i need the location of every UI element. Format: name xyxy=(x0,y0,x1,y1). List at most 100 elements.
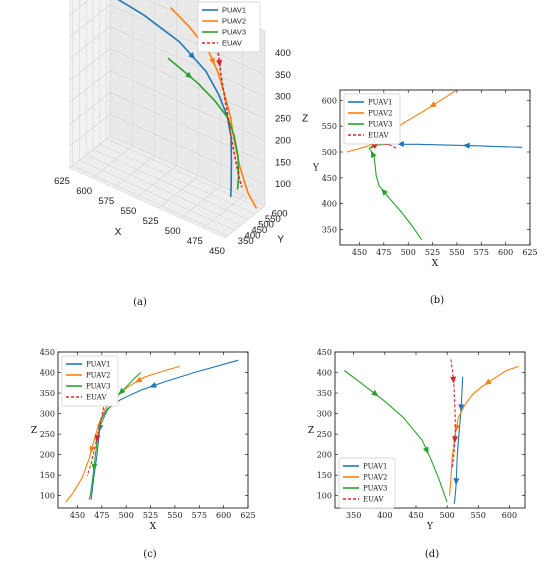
panel-b-ytick-label: 400 xyxy=(322,200,337,209)
panel-a-grid-x-floor xyxy=(114,155,155,189)
panel-d-ytick-label: 250 xyxy=(317,430,332,439)
panel-a-grid-x-floor xyxy=(69,135,111,169)
panel-c-arrow-puav1-1 xyxy=(149,382,157,388)
panel-d-ytick-label: 200 xyxy=(317,451,332,460)
panel-c-series-puav2 xyxy=(65,365,180,503)
panel-b-xlabel: X xyxy=(432,259,439,269)
panel-d-ylabel: Z xyxy=(308,426,314,436)
panel-b-xtick-label: 500 xyxy=(401,248,416,257)
panel-d-xlabel: Y xyxy=(426,522,434,532)
panel-c-xlabel: X xyxy=(150,522,157,532)
panel-a-ztick-label: 350 xyxy=(275,70,291,81)
panel-c-legend-label-puav1: PUAV1 xyxy=(86,361,111,369)
panel-b-legend-label-puav1: PUAV1 xyxy=(368,99,393,107)
panel-b-xtick-label: 575 xyxy=(474,248,489,257)
panel-c-xtick-label: 550 xyxy=(167,511,182,520)
panel-c-arrow-euav-2 xyxy=(94,434,101,443)
panel-a-ytick-label: 600 xyxy=(272,209,288,220)
panel-c-frame xyxy=(57,351,249,509)
panel-d-arrow-puav3-2 xyxy=(422,446,429,455)
panel-a-grid-y-floor xyxy=(72,165,228,237)
panel-d-xtick-label: 550 xyxy=(471,511,486,520)
panel-a-xtick-label: 625 xyxy=(54,176,70,187)
panel-a-grid-z-back xyxy=(69,0,90,16)
panel-b-arrow-puav3-1 xyxy=(381,188,389,196)
panel-b-legend-label-euav: EUAV xyxy=(368,132,390,140)
panel-d-legend-label-puav2: PUAV2 xyxy=(363,474,388,482)
panel-a-arrow-puav1 xyxy=(188,52,196,60)
panel-a-ztick-label: 300 xyxy=(275,92,291,103)
panel-a-xtick-label: 475 xyxy=(187,236,203,247)
panel-d-ytick-label: 450 xyxy=(317,348,332,357)
panel-d-series-puav3 xyxy=(343,370,448,502)
panel-a-ztick-label: 150 xyxy=(275,157,291,168)
panel-b-xtick-label: 600 xyxy=(498,248,513,257)
panel-a-arrow-puav2 xyxy=(209,57,215,66)
panel-a-grid-z-back xyxy=(69,92,111,125)
panel-a-grid-z-side xyxy=(109,26,266,97)
panel-c-ytick-label: 100 xyxy=(40,492,55,501)
panel-b-series-puav3 xyxy=(368,144,423,241)
panel-d-arrow-puav1-2 xyxy=(453,478,460,486)
panel-a-grid-x-floor xyxy=(136,165,177,199)
panel-a-grid-z-back xyxy=(69,4,111,37)
panel-d-arrow-euav-1 xyxy=(450,376,457,384)
panel-c-series-euav xyxy=(86,358,115,477)
panel-a-xtick-label: 575 xyxy=(98,196,114,207)
panel-d-ytick-label: 150 xyxy=(317,471,332,480)
panel-d-ytick-label: 300 xyxy=(317,410,332,419)
panel-c-ylabel: Z xyxy=(31,426,37,436)
panel-a-ztick-label: 200 xyxy=(275,135,291,146)
panel-b-frame xyxy=(339,89,531,246)
panel-a-ytick-label: 500 xyxy=(258,220,274,231)
panel-a-ytick-label: 350 xyxy=(238,236,254,247)
panel-c-arrow-puav2-1 xyxy=(134,376,143,383)
panel-d-arrow-puav1-1 xyxy=(458,404,465,412)
panel-b-legend-label-puav3: PUAV3 xyxy=(368,121,393,129)
panel-d-frame xyxy=(334,351,526,509)
panel-b-series-puav1 xyxy=(384,142,523,148)
panel-b-xtick-label: 450 xyxy=(352,248,367,257)
panel-c-ytick-label: 450 xyxy=(40,348,55,357)
panel-d-legend-label-puav3: PUAV3 xyxy=(363,485,388,493)
panel-c-series-puav3 xyxy=(88,372,142,500)
panel-a-grid-x-floor xyxy=(180,185,221,219)
panel-c-xtick-label: 600 xyxy=(216,511,231,520)
panel-c-ytick-label: 400 xyxy=(40,369,55,378)
panel-c-legend-label-euav: EUAV xyxy=(86,394,108,402)
panel-a-series-euav xyxy=(215,37,243,188)
panel-a-zlabel: Z xyxy=(302,114,308,125)
panel-b-ytick-label: 600 xyxy=(322,96,337,105)
panel-a-legend-label-puav2: PUAV2 xyxy=(222,17,246,26)
panel-a-legend-label-puav3: PUAV3 xyxy=(222,28,246,37)
panel-d-caption: (d) xyxy=(425,549,439,560)
panel-b-arrow-puav2-1 xyxy=(429,101,437,108)
panel-b-arrow-puav1-2 xyxy=(396,141,405,148)
panel-a-legend-box xyxy=(197,1,261,53)
panel-a-grid-y-floor xyxy=(79,160,235,231)
panel-a-xtick-label: 525 xyxy=(143,216,159,227)
panel-d-xtick-label: 450 xyxy=(408,511,423,520)
panel-c-series-puav1 xyxy=(90,359,239,500)
panel-c-ytick-label: 300 xyxy=(40,410,55,419)
panel-d-ytick-label: 100 xyxy=(317,492,332,501)
panel-d-xtick-label: 350 xyxy=(346,511,361,520)
panel-a-grid-z-side xyxy=(109,91,266,163)
panel-c-xtick-label: 525 xyxy=(143,511,158,520)
panel-b-legend-label-puav2: PUAV2 xyxy=(368,110,393,118)
panel-b-xtick-label: 475 xyxy=(376,248,391,257)
panel-c-ytick-label: 150 xyxy=(40,471,55,480)
panel-a-grid-z-side xyxy=(109,70,266,141)
panel-b-caption: (b) xyxy=(430,295,444,306)
panel-c-legend-label-puav2: PUAV2 xyxy=(86,372,111,380)
panel-b-ytick-label: 350 xyxy=(322,226,337,235)
panel-b-arrow-puav1-1 xyxy=(462,142,470,149)
panel-a-ztick-label: 100 xyxy=(275,179,291,190)
panel-a-caption: (a) xyxy=(133,297,147,308)
panel-a-xtick-label: 450 xyxy=(209,246,225,257)
panel-d-xtick-label: 500 xyxy=(439,511,454,520)
panel-c-xtick-label: 500 xyxy=(119,511,134,520)
panel-a-legend-label-euav: EUAV xyxy=(222,39,242,48)
panel-a-grid-z-back xyxy=(69,48,111,81)
